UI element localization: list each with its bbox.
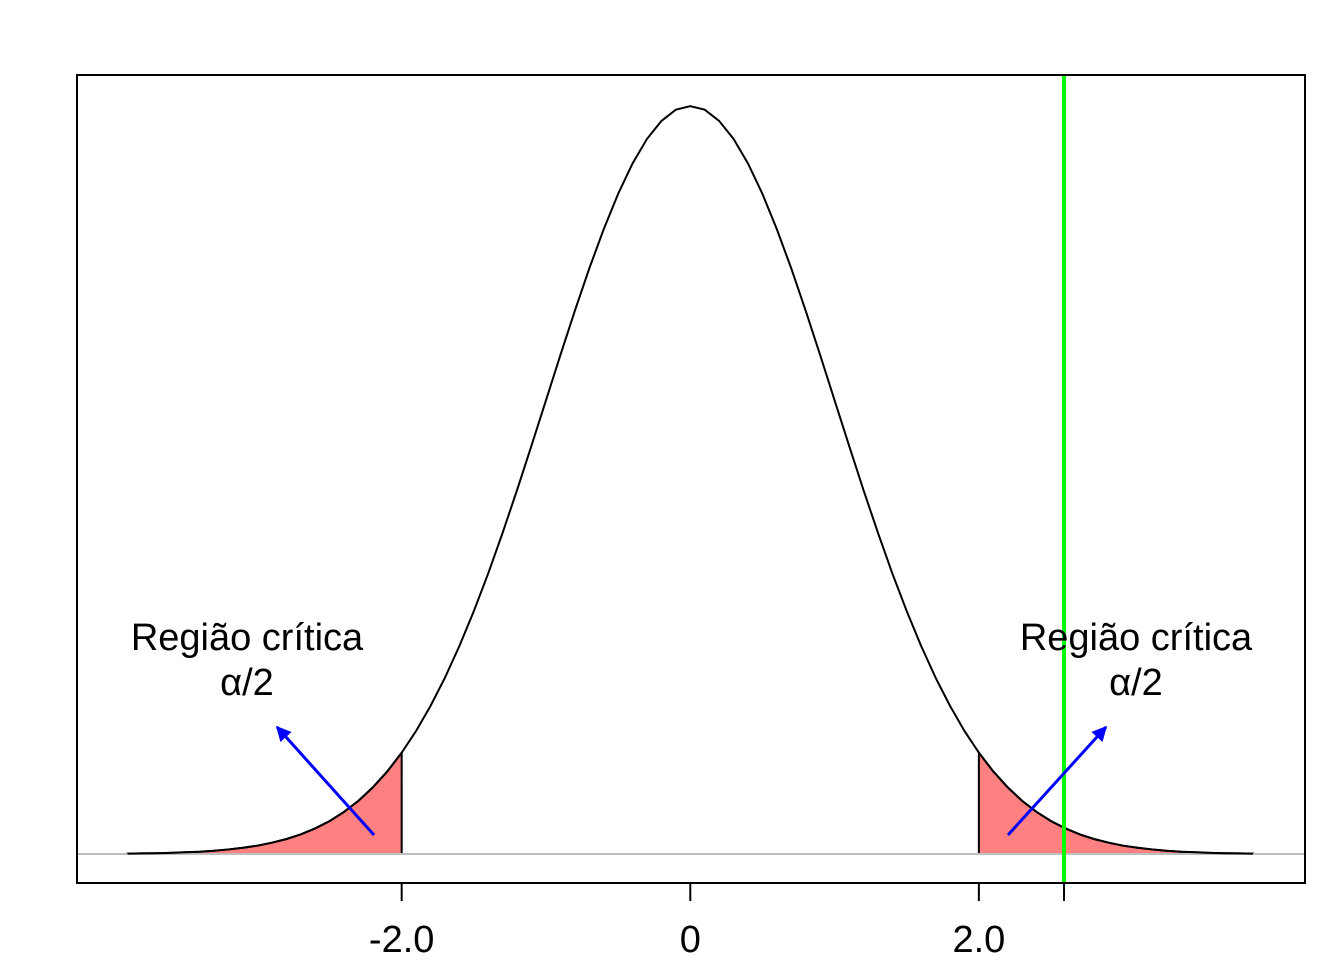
arrow [275,725,376,837]
density-curve [127,105,1254,855]
critical-region [126,749,403,855]
critical-region [977,749,1255,855]
annotation: Região crítica [131,617,364,659]
x-tick-label: 0 [680,919,701,960]
arrow [1006,725,1108,837]
annotation: α/2 [1109,662,1163,704]
x-tick-label: -2.0 [369,919,434,960]
annotation: α/2 [220,662,274,704]
annotation: Região crítica [1020,617,1253,659]
plot-frame [76,74,1306,884]
x-tick-label: 2.0 [952,919,1005,960]
